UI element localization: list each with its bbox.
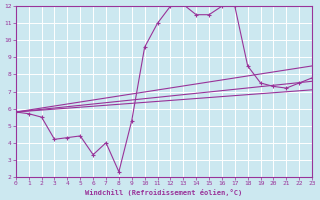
- X-axis label: Windchill (Refroidissement éolien,°C): Windchill (Refroidissement éolien,°C): [85, 189, 243, 196]
